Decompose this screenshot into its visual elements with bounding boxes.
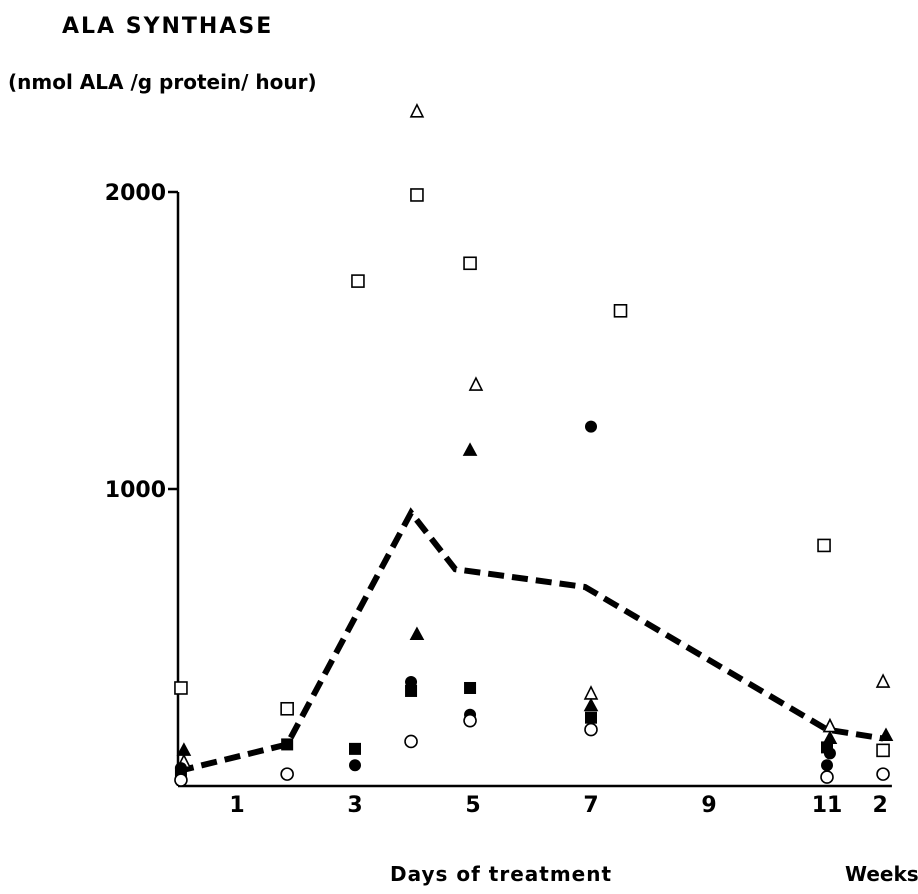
x-axis-label-weeks: Weeks xyxy=(845,862,918,886)
filled-square-marker xyxy=(464,681,477,694)
open-square-marker xyxy=(613,303,628,318)
open-triangle-marker xyxy=(409,103,425,118)
filled-square-marker xyxy=(821,741,833,754)
filled-triangle-marker xyxy=(583,697,599,712)
open-square-marker xyxy=(463,256,477,271)
open-triangle-marker xyxy=(468,376,484,391)
open-circle-marker xyxy=(876,767,890,781)
open-square-marker xyxy=(351,274,365,288)
filled-triangle-marker xyxy=(409,626,425,641)
open-square-marker xyxy=(174,681,188,695)
x-tick-label: 2 xyxy=(872,793,887,818)
mean-dashed-line xyxy=(177,507,884,775)
filled-square-marker xyxy=(405,684,418,697)
open-circle-marker xyxy=(174,773,188,787)
open-square-marker xyxy=(280,701,294,716)
filled-circle-marker xyxy=(821,759,833,772)
x-axis-label: Days of treatment xyxy=(390,862,613,886)
filled-square-marker xyxy=(281,738,294,751)
filled-triangle-marker xyxy=(462,442,478,456)
open-circle-marker xyxy=(404,734,418,749)
open-circle-marker xyxy=(280,767,294,781)
chart-title: ALA SYNTHASE xyxy=(62,14,274,39)
open-circle-marker xyxy=(820,770,834,784)
x-tick-label: 9 xyxy=(701,793,716,818)
filled-circle-marker xyxy=(349,759,361,772)
filled-circle-marker xyxy=(585,420,597,433)
x-tick-label: 5 xyxy=(465,793,480,818)
filled-square-marker xyxy=(349,742,361,755)
filled-triangle-marker xyxy=(176,742,192,756)
filled-triangle-marker xyxy=(878,727,894,742)
filled-square-marker xyxy=(585,711,597,724)
y-tick-label: 1000 xyxy=(105,478,166,503)
y-tick-label: 2000 xyxy=(105,181,166,206)
open-triangle-marker xyxy=(583,685,599,700)
x-tick-label: 3 xyxy=(347,793,362,818)
x-tick-label: 7 xyxy=(583,793,598,818)
x-tick-label: 1 xyxy=(229,793,244,818)
open-triangle-marker xyxy=(875,673,891,688)
x-tick-label: 11 xyxy=(812,793,843,818)
open-square-marker xyxy=(410,188,424,202)
open-circle-marker xyxy=(584,722,598,737)
open-circle-marker xyxy=(463,713,477,728)
open-square-marker xyxy=(817,538,831,553)
y-axis-label: (nmol ALA /g protein/ hour) xyxy=(8,70,317,94)
open-square-marker xyxy=(876,743,890,758)
